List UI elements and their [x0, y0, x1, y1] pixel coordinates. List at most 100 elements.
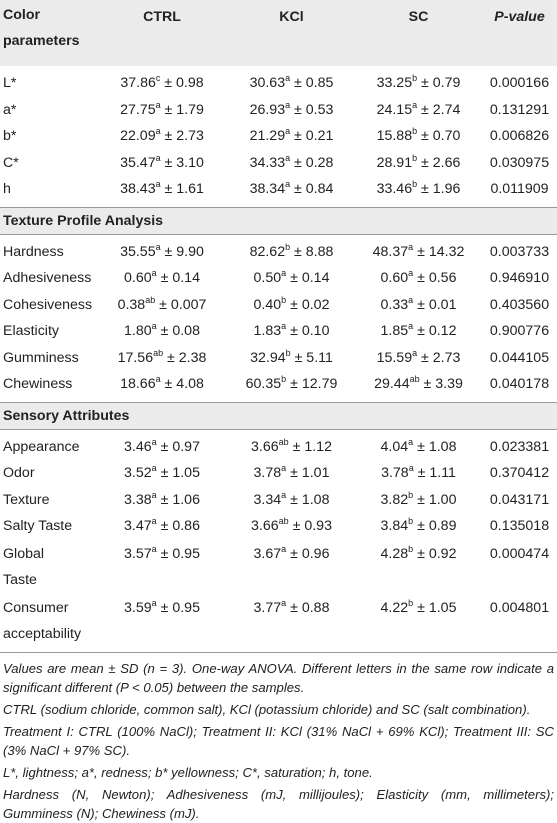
row-label: Texture	[3, 491, 50, 508]
cell-ctrl-letter: a	[151, 463, 157, 473]
cell-ctrl-sd: ± 1.61	[160, 181, 204, 197]
table-row: L* 37.86c ± 0.98 30.63a ± 0.85 33.25b ± 0.7…	[0, 66, 557, 97]
cell-kcl: 21.29a ± 0.21	[228, 123, 355, 150]
row-label: Gumminess	[3, 349, 79, 366]
cell-ctrl-value: 1.80	[124, 323, 152, 339]
cell-kcl-sd: ± 0.96	[286, 545, 330, 562]
cell-ctrl-letter: ab	[153, 347, 164, 358]
cell-sc-value: 1.85	[380, 323, 409, 339]
header-kcl: KCl	[279, 9, 304, 25]
row-label: Adhesiveness	[3, 270, 92, 286]
cell-sc-value: 48.37	[372, 243, 409, 260]
cell-ctrl-value: 37.86	[120, 75, 156, 91]
cell-sc-value: 3.78	[381, 465, 409, 481]
cell-ctrl-letter: a	[155, 374, 161, 384]
cell-ctrl-sd: ± 0.007	[155, 296, 207, 313]
row-label: C*	[3, 154, 19, 171]
cell-sc-sd: ± 0.56	[413, 270, 457, 286]
cell-sc: 4.04a ± 1.08	[355, 429, 482, 460]
cell-kcl-sd: ± 1.01	[286, 465, 330, 481]
cell-kcl: 60.35b ± 12.79	[228, 371, 355, 402]
table-row: Cohesiveness 0.38ab ± 0.007 0.40b ± 0.02 0.…	[0, 292, 557, 319]
cell-sc-sd: ± 2.73	[417, 349, 461, 366]
section-title: Sensory Attributes	[0, 401, 557, 430]
cell-kcl-sd: ± 0.53	[290, 101, 334, 118]
cell-sc-value: 33.25	[376, 75, 413, 91]
cell-kcl: 32.94b ± 5.11	[228, 345, 355, 372]
footnote: CTRL (sodium chloride, common salt), KCl…	[3, 701, 531, 717]
row-label: Hardness	[3, 243, 64, 260]
table-row: Elasticity 1.80a ± 0.08 1.83a ± 0.10 1.85a …	[0, 318, 557, 345]
cell-sc-letter: b	[408, 597, 414, 608]
cell-ctrl-letter: a	[151, 516, 157, 526]
row-label: Global Taste	[0, 540, 96, 594]
cell-sc: 29.44ab ± 3.39	[355, 371, 482, 402]
cell-kcl-letter: a	[285, 179, 291, 189]
cell-kcl-sd: ± 0.10	[286, 323, 330, 339]
cell-ctrl: 37.86c ± 0.98	[96, 66, 228, 97]
cell-kcl-value: 3.78	[253, 465, 282, 481]
cell-kcl: 3.67a ± 0.96	[228, 540, 355, 594]
cell-ctrl: 3.59a ± 0.95	[96, 593, 228, 653]
cell-kcl-letter: a	[281, 489, 287, 500]
cell-sc-value: 15.59	[376, 349, 413, 366]
cell-kcl-letter: a	[285, 73, 291, 83]
cell-sc-value: 33.46	[376, 181, 413, 197]
cell-sc-value: 15.88	[376, 128, 413, 144]
row-label: Odor	[3, 465, 35, 481]
cell-sc-letter: b	[408, 489, 414, 500]
cell-sc-letter: b	[412, 73, 418, 83]
cell-sc: 1.85a ± 0.12	[355, 318, 482, 345]
table-header: Color parameters CTRL KCl SC P-value	[0, 0, 557, 66]
cell-pvalue: 0.040178	[489, 376, 550, 392]
cell-ctrl-letter: ab	[145, 294, 156, 305]
cell-kcl-sd: ± 0.28	[290, 154, 334, 171]
cell-pvalue: 0.403560	[489, 296, 550, 313]
cell-ctrl: 3.46a ± 0.97	[96, 429, 228, 460]
cell-pvalue: 0.135018	[489, 518, 550, 534]
row-label-line1: Consumer	[3, 599, 69, 616]
cell-kcl-value: 3.77	[253, 599, 282, 616]
cell-kcl-letter: a	[285, 152, 291, 163]
table-row: Salty Taste 3.47a ± 0.86 3.66ab ± 0.93 3.84…	[0, 513, 557, 540]
cell-sc-value: 24.15	[376, 101, 413, 118]
cell-kcl-letter: b	[285, 241, 291, 252]
section-header-row: Texture Profile Analysis	[0, 206, 557, 235]
cell-kcl: 0.40b ± 0.02	[228, 292, 355, 319]
cell-sc-sd: ± 3.39	[419, 376, 463, 392]
cell-sc: 28.91b ± 2.66	[355, 150, 482, 177]
cell-ctrl-sd: ± 9.90	[160, 243, 204, 260]
table-row: Consumer acceptability 3.59a ± 0.95 3.77a ±…	[0, 593, 557, 653]
cell-sc: 3.78a ± 1.11	[355, 460, 482, 487]
cell-ctrl-value: 17.56	[117, 349, 154, 366]
row-label: Appearance	[3, 438, 80, 455]
cell-ctrl-sd: ± 0.95	[156, 599, 200, 616]
section-title: Texture Profile Analysis	[0, 206, 557, 235]
cell-sc-letter: b	[412, 179, 418, 189]
cell-kcl-value: 3.67	[253, 545, 282, 562]
cell-sc-letter: b	[412, 152, 418, 163]
cell-kcl: 3.66ab ± 1.12	[228, 429, 355, 460]
cell-sc-sd: ± 0.12	[413, 323, 457, 339]
cell-sc: 0.33a ± 0.01	[355, 292, 482, 319]
cell-ctrl-sd: ± 0.14	[156, 270, 200, 286]
cell-pvalue: 0.000166	[489, 75, 550, 91]
cell-ctrl-value: 3.57	[124, 545, 152, 562]
cell-pvalue: 0.946910	[489, 270, 550, 286]
cell-kcl-sd: ± 1.08	[286, 491, 330, 508]
cell-ctrl-sd: ± 2.73	[160, 128, 204, 144]
cell-kcl-letter: a	[281, 543, 287, 554]
cell-kcl-value: 3.66	[251, 518, 279, 534]
cell-kcl-value: 38.34	[249, 181, 286, 197]
cell-ctrl-value: 3.38	[124, 491, 152, 508]
header-param-line2: parameters	[3, 33, 80, 49]
cell-sc-value: 28.91	[376, 154, 413, 171]
cell-sc: 0.60a ± 0.56	[355, 265, 482, 292]
cell-sc-letter: a	[408, 463, 414, 473]
header-color-parameters: Color parameters	[0, 0, 96, 66]
cell-kcl: 3.78a ± 1.01	[228, 460, 355, 487]
cell-sc-sd: ± 14.32	[413, 243, 465, 260]
cell-ctrl-sd: ± 1.05	[156, 465, 200, 481]
cell-kcl-value: 3.34	[253, 491, 282, 508]
cell-ctrl: 35.47a ± 3.10	[96, 150, 228, 177]
